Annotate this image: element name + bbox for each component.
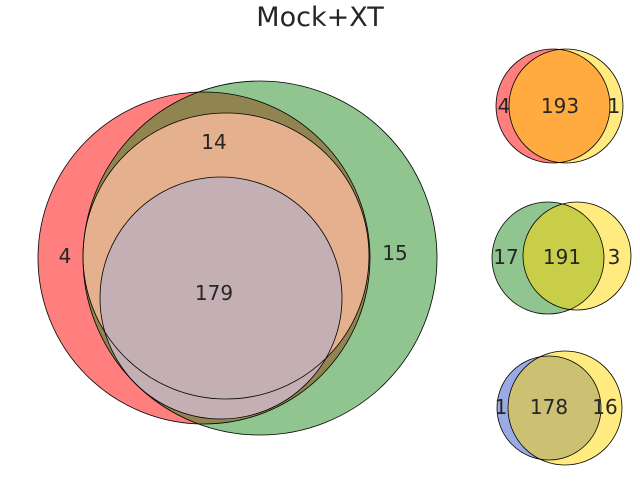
small-venn-3-left-label: 1 [495,395,508,419]
small-venn-3-right-label: 16 [592,395,617,419]
small-venn-2-right-label: 3 [608,245,621,269]
small-venn-2-overlap-label: 191 [543,245,581,269]
small-venn-3: 1 178 16 [495,350,623,466]
main-overlap-outer-label: 14 [201,130,226,154]
main-green-only-label: 15 [382,241,407,265]
small-venn-2-left-label: 17 [493,245,518,269]
figure-title: Mock+XT [256,2,384,33]
small-venn-2: 17 191 3 [491,201,632,315]
main-venn: 4 14 15 179 [37,80,438,436]
main-core-circle [100,177,342,419]
small-venn-1-right-label: 1 [608,94,621,118]
small-venn-1-left-label: 4 [498,94,511,118]
main-core-label: 179 [195,281,233,305]
small-venn-1-overlap-label: 193 [541,94,579,118]
small-venn-3-overlap-label: 178 [530,395,568,419]
small-venn-1: 4 193 1 [495,48,624,164]
main-red-only-label: 4 [59,244,72,268]
